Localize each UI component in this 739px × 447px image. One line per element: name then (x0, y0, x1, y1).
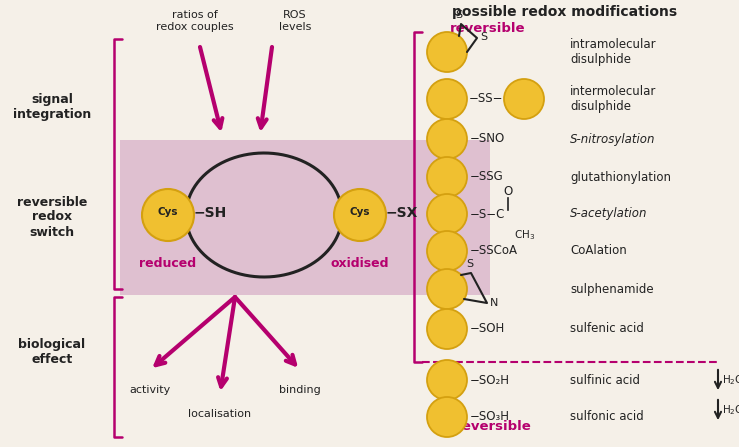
Text: S: S (466, 259, 474, 269)
Circle shape (427, 360, 467, 400)
Text: −S−C: −S−C (470, 207, 505, 220)
Text: −SO₂H: −SO₂H (470, 374, 510, 387)
Text: −SS−: −SS− (469, 93, 503, 105)
Circle shape (427, 157, 467, 197)
Text: CH$_3$: CH$_3$ (514, 228, 535, 242)
Text: −SSCoA: −SSCoA (470, 245, 518, 257)
Text: localisation: localisation (188, 409, 251, 419)
Text: sulfinic acid: sulfinic acid (570, 374, 640, 387)
Text: glutathionylation: glutathionylation (570, 170, 671, 184)
Text: S-nitrosylation: S-nitrosylation (570, 132, 655, 146)
Circle shape (427, 269, 467, 309)
Circle shape (427, 119, 467, 159)
Text: $\mathregular{H_2O_2}$: $\mathregular{H_2O_2}$ (722, 403, 739, 417)
Text: −SH: −SH (194, 206, 228, 220)
Text: possible redox modifications: possible redox modifications (452, 5, 678, 19)
Text: −SNO: −SNO (470, 132, 505, 146)
Circle shape (334, 189, 386, 241)
Text: −SO₃H: −SO₃H (470, 410, 510, 423)
Circle shape (427, 231, 467, 271)
Text: Cys: Cys (157, 207, 178, 217)
Text: −SX: −SX (386, 206, 418, 220)
Text: CoAlation: CoAlation (570, 245, 627, 257)
Text: ROS
levels: ROS levels (279, 10, 311, 32)
Text: −SOH: −SOH (470, 322, 505, 336)
Circle shape (427, 397, 467, 437)
Text: signal
integration: signal integration (13, 93, 91, 121)
Text: S: S (455, 10, 463, 20)
Text: activity: activity (129, 385, 171, 395)
Circle shape (504, 79, 544, 119)
Text: intramolecular
disulphide: intramolecular disulphide (570, 38, 657, 66)
Text: sulphenamide: sulphenamide (570, 283, 653, 295)
Circle shape (427, 194, 467, 234)
Text: oxidised: oxidised (331, 257, 389, 270)
Text: reduced: reduced (140, 257, 197, 270)
Text: sulfenic acid: sulfenic acid (570, 322, 644, 336)
Text: reversible
redox
switch: reversible redox switch (17, 195, 87, 239)
Circle shape (427, 309, 467, 349)
Text: −SSG: −SSG (470, 170, 504, 184)
Text: S: S (480, 32, 487, 42)
Text: sulfonic acid: sulfonic acid (570, 410, 644, 423)
Text: biological
effect: biological effect (18, 338, 86, 366)
Circle shape (427, 79, 467, 119)
Bar (120, 140, 490, 295)
Text: $\mathregular{H_2O_2}$: $\mathregular{H_2O_2}$ (722, 373, 739, 387)
Circle shape (427, 32, 467, 72)
Text: O: O (503, 185, 513, 198)
Text: intermolecular
disulphide: intermolecular disulphide (570, 85, 656, 113)
Text: Cys: Cys (350, 207, 370, 217)
Text: binding: binding (279, 385, 321, 395)
Text: S-acetylation: S-acetylation (570, 207, 647, 220)
Text: ratios of
redox couples: ratios of redox couples (156, 10, 234, 32)
Text: reversible: reversible (450, 22, 525, 35)
Text: irreversible: irreversible (445, 420, 531, 433)
Circle shape (142, 189, 194, 241)
Text: N: N (490, 298, 498, 308)
